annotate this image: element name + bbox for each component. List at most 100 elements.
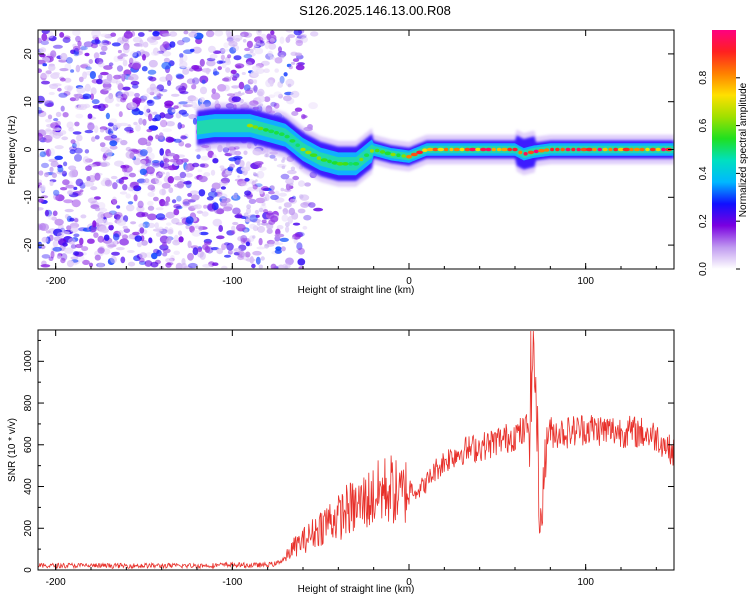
noise-blob [120, 139, 128, 146]
noise-blob [177, 85, 183, 89]
noise-blob [155, 180, 163, 186]
noise-blob [223, 203, 233, 210]
x-tick-label: 100 [577, 577, 594, 588]
noise-blob [150, 178, 160, 185]
noise-blob [48, 256, 54, 261]
colorbar-tick-label: 0.4 [698, 166, 709, 180]
noise-blob [129, 152, 135, 159]
ridge-peak [523, 152, 528, 156]
noise-blob [241, 72, 246, 75]
noise-blob [211, 182, 221, 190]
noise-blob [108, 62, 114, 67]
noise-blob [93, 52, 100, 60]
noise-blob [229, 149, 237, 155]
noise-blob [70, 244, 77, 249]
noise-blob [204, 241, 212, 246]
noise-blob [45, 118, 52, 123]
noise-blob [122, 225, 128, 230]
noise-blob [113, 212, 123, 218]
noise-blob [220, 186, 226, 190]
noise-blob [227, 166, 234, 172]
noise-blob [243, 54, 253, 59]
y-tick-label: 10 [23, 96, 34, 108]
colorbar-label: Normalized spectral amplitude [738, 82, 749, 217]
noise-blob [252, 184, 258, 190]
noise-blob [261, 219, 267, 224]
noise-blob [42, 99, 50, 104]
noise-blob [128, 56, 137, 63]
noise-blob [132, 231, 140, 236]
noise-blob [60, 187, 68, 191]
noise-blob [51, 216, 57, 221]
noise-blob [73, 50, 83, 56]
noise-blob [86, 176, 91, 182]
noise-blob [288, 65, 293, 70]
ridge-peak [401, 154, 407, 158]
noise-blob [241, 33, 245, 38]
noise-blob [74, 147, 83, 154]
noise-blob [159, 119, 168, 128]
noise-blob [164, 100, 174, 107]
noise-blob [159, 148, 164, 156]
noise-blob [87, 121, 92, 126]
x-tick-label: 100 [577, 276, 594, 287]
ridge-peak [410, 152, 418, 157]
noise-blob [268, 190, 275, 195]
noise-blob [147, 200, 154, 207]
noise-blob [45, 70, 52, 75]
noise-blob [270, 215, 279, 223]
ridge-peak [246, 123, 254, 128]
noise-blob [103, 212, 113, 219]
noise-blob [132, 36, 142, 43]
noise-blob [87, 113, 93, 119]
noise-blob [129, 181, 139, 189]
noise-blob [222, 147, 230, 153]
noise-blob [97, 262, 104, 269]
noise-blob [285, 36, 291, 43]
noise-blob [303, 214, 312, 221]
noise-blob [165, 171, 170, 177]
noise-blob [41, 33, 48, 41]
noise-blob [65, 57, 73, 64]
noise-blob [54, 145, 64, 150]
noise-blob [139, 39, 144, 48]
ridge-peak [374, 148, 380, 153]
ridge-peak [512, 147, 518, 152]
noise-blob [100, 71, 109, 76]
noise-blob [308, 202, 316, 208]
noise-blob [122, 234, 128, 240]
noise-blob [81, 246, 89, 252]
noise-blob [106, 240, 115, 249]
noise-blob [60, 231, 70, 235]
noise-blob [134, 235, 142, 242]
noise-blob [173, 138, 182, 143]
noise-blob [74, 93, 84, 99]
noise-blob [116, 219, 127, 226]
noise-blob [156, 173, 163, 179]
ridge-peak [309, 153, 318, 157]
noise-blob [244, 190, 252, 196]
noise-blob [60, 52, 68, 61]
noise-blob [254, 209, 259, 215]
noise-blob [231, 225, 236, 232]
noise-blob [133, 194, 138, 202]
noise-blob [243, 212, 249, 218]
noise-blob [123, 228, 131, 234]
noise-blob [53, 131, 62, 139]
noise-blob [199, 97, 205, 103]
noise-blob [160, 162, 170, 169]
noise-blob [200, 155, 210, 161]
noise-blob [302, 225, 308, 230]
noise-blob [181, 37, 191, 43]
noise-blob [75, 64, 81, 73]
noise-blob [145, 166, 155, 175]
noise-blob [313, 207, 324, 212]
noise-blob [49, 83, 59, 90]
noise-blob [191, 84, 197, 90]
noise-blob [94, 125, 99, 134]
noise-blob [261, 186, 269, 192]
noise-blob [144, 178, 150, 184]
noise-blob [249, 48, 254, 53]
noise-blob [122, 167, 128, 173]
